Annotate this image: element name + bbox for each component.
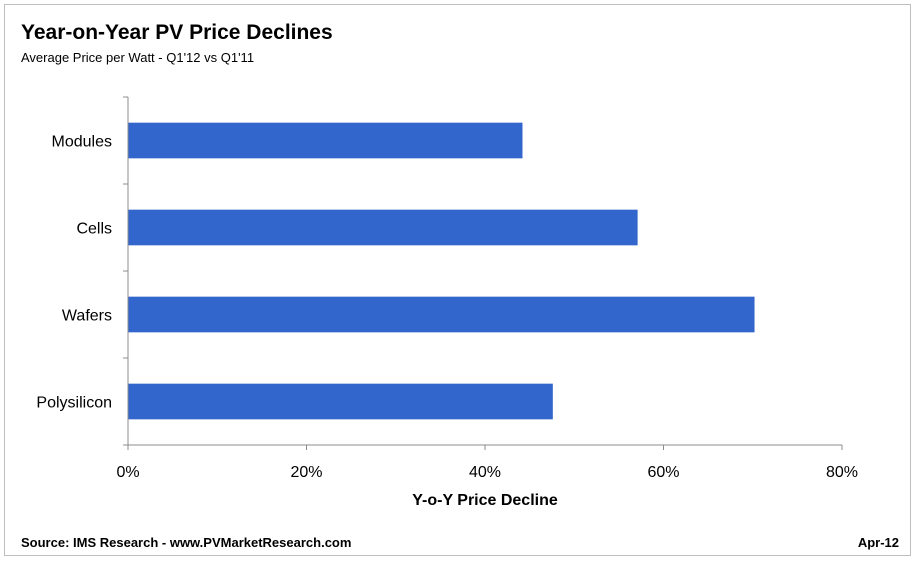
chart-title: Year-on-Year PV Price Declines — [21, 21, 333, 44]
category-label-modules: Modules — [52, 134, 112, 151]
category-label-cells: Cells — [76, 221, 112, 238]
x-axis-title: Y-o-Y Price Decline — [412, 492, 558, 509]
x-tick-label: 0% — [116, 464, 139, 481]
bar-modules — [128, 122, 523, 159]
x-tick-label: 20% — [290, 464, 322, 481]
bar-polysilicon — [128, 383, 553, 420]
category-label-wafers: Wafers — [62, 308, 112, 325]
date-note: Apr-12 — [857, 535, 899, 550]
category-label-polysilicon: Polysilicon — [36, 395, 112, 412]
bar-cells — [128, 209, 638, 246]
bar-wafers — [128, 296, 755, 333]
x-tick-label: 60% — [647, 464, 679, 481]
x-tick-label: 40% — [469, 464, 501, 481]
x-tick-label: 80% — [826, 464, 858, 481]
chart-frame — [4, 4, 911, 556]
chart-subtitle: Average Price per Watt - Q1'12 vs Q1'11 — [21, 50, 255, 65]
labels-group: Modules Cells Wafers Polysilicon 0% 20% 40% 60%… — [36, 134, 858, 482]
bars-group — [128, 122, 755, 420]
axes-group — [123, 96, 843, 450]
source-note: Source: IMS Research - www.PVMarketResea… — [21, 535, 352, 550]
